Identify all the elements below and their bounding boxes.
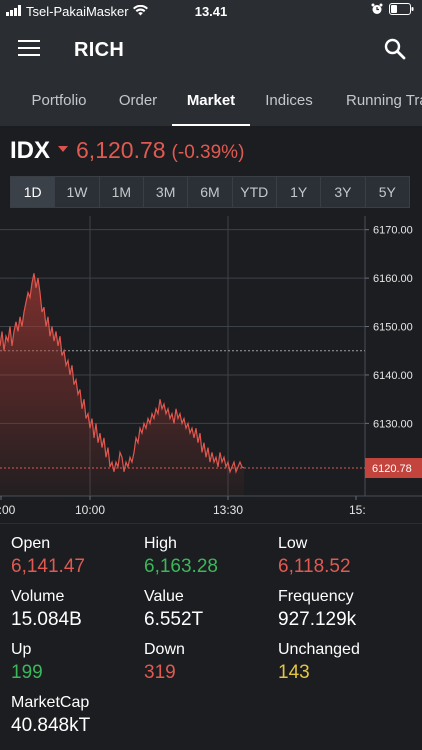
clock: 13.41 <box>194 4 228 19</box>
stat-value: 143 <box>278 662 310 683</box>
period-ytd[interactable]: YTD <box>232 177 277 207</box>
battery-icon <box>389 3 414 18</box>
stat-value: 6.552T <box>144 609 204 630</box>
wifi-icon <box>132 4 148 19</box>
tab-order[interactable]: Order <box>118 92 158 109</box>
period-1d[interactable]: 1D <box>11 177 56 207</box>
stat-value: 319 <box>144 662 176 683</box>
index-symbol: IDX <box>10 137 51 164</box>
y-tick-label: 6150.00 <box>373 322 413 334</box>
period-1y[interactable]: 1Y <box>276 177 322 207</box>
period-1m[interactable]: 1M <box>99 177 144 207</box>
stat-label: Frequency <box>278 588 354 605</box>
index-change: (-0.39%) <box>171 142 245 163</box>
tab-market[interactable]: Market <box>186 92 236 109</box>
x-tick-label: 9:00 <box>0 503 16 517</box>
stat-open: Open 6,141.47 <box>11 535 145 578</box>
stat-label: High <box>144 535 177 552</box>
period-5y[interactable]: 5Y <box>365 177 409 207</box>
active-tab-indicator <box>172 124 250 126</box>
stat-frequency: Frequency 927.129k <box>278 588 412 631</box>
chart-plot <box>0 273 245 496</box>
status-bar: Tsel-PakaiMasker 13.41 <box>0 0 422 22</box>
stat-value: 927.129k <box>278 609 357 630</box>
stat-up: Up 199 <box>11 641 145 684</box>
app-bar: RICH <box>0 22 422 78</box>
stat-label: Volume <box>11 588 65 605</box>
stat-unchanged: Unchanged 143 <box>278 641 412 684</box>
y-axis: 6170.00 6160.00 6150.00 6140.00 6130.00 <box>365 225 413 430</box>
stat-label: Value <box>144 588 184 605</box>
stat-label: MarketCap <box>11 694 90 711</box>
price-line <box>0 273 245 474</box>
stat-value: 15.084B <box>11 609 82 630</box>
stat-value-traded: Value 6.552T <box>144 588 278 631</box>
x-tick-label: 10:00 <box>75 503 105 517</box>
period-1w[interactable]: 1W <box>55 177 100 207</box>
stat-label: Up <box>11 641 32 658</box>
alarm-icon <box>371 3 383 18</box>
stat-value: 40.848kT <box>11 715 91 736</box>
stat-label: Unchanged <box>278 641 360 658</box>
carrier-name: Tsel-PakaiMasker <box>26 4 129 19</box>
tab-indices[interactable]: Indices <box>265 92 313 109</box>
index-chart[interactable]: 6170.00 6160.00 6150.00 6140.00 6130.00 9:00… <box>0 216 422 525</box>
y-tick-label: 6130.00 <box>373 418 413 430</box>
stat-down: Down 319 <box>144 641 278 684</box>
stat-volume: Volume 15.084B <box>11 588 145 631</box>
stat-label: Open <box>11 535 51 552</box>
period-3y[interactable]: 3Y <box>321 177 366 207</box>
menu-icon[interactable] <box>18 40 40 60</box>
stat-value: 199 <box>11 662 43 683</box>
stat-marketcap: MarketCap 40.848kT <box>11 694 145 737</box>
stat-label: Low <box>278 535 308 552</box>
tab-bar: Portfolio Order Market Indices Running T… <box>0 78 422 126</box>
last-price-marker: 6120.78 <box>0 458 422 479</box>
tab-running-trade[interactable]: Running Tra <box>346 92 422 109</box>
market-stats: Open 6,141.47 High 6,163.28 Low 6,118.52… <box>0 524 422 750</box>
period-3m[interactable]: 3M <box>143 177 189 207</box>
app-title: RICH <box>74 39 125 61</box>
stat-label: Down <box>144 641 185 658</box>
y-tick-label: 6160.00 <box>373 273 413 285</box>
stat-low: Low 6,118.52 <box>278 535 412 578</box>
x-tick-label: 15: <box>349 503 366 517</box>
stat-high: High 6,163.28 <box>144 535 278 578</box>
index-price: 6,120.78 <box>76 137 166 163</box>
x-axis: 9:00 10:00 13:30 15: <box>0 496 366 517</box>
caret-down-icon <box>58 146 69 152</box>
period-6m[interactable]: 6M <box>188 177 233 207</box>
x-tick-label: 13:30 <box>213 503 243 517</box>
signal-icon <box>6 4 22 19</box>
stat-value: 6,163.28 <box>144 556 218 577</box>
index-quote: IDX 6,120.78 (-0.39%) <box>10 137 244 167</box>
area-fill <box>0 273 244 496</box>
stat-value: 6,118.52 <box>278 556 351 577</box>
y-tick-label: 6170.00 <box>373 225 413 237</box>
tab-portfolio[interactable]: Portfolio <box>31 92 87 109</box>
stat-value: 6,141.47 <box>11 556 85 577</box>
last-price-label: 6120.78 <box>372 463 412 475</box>
last-price-tag <box>365 458 422 479</box>
period-selector: 1D 1W 1M 3M 6M YTD 1Y 3Y 5Y <box>10 176 410 208</box>
y-tick-label: 6140.00 <box>373 370 413 382</box>
search-icon[interactable] <box>384 38 406 60</box>
chart-svg: 6170.00 6160.00 6150.00 6140.00 6130.00 9:00… <box>0 216 422 525</box>
